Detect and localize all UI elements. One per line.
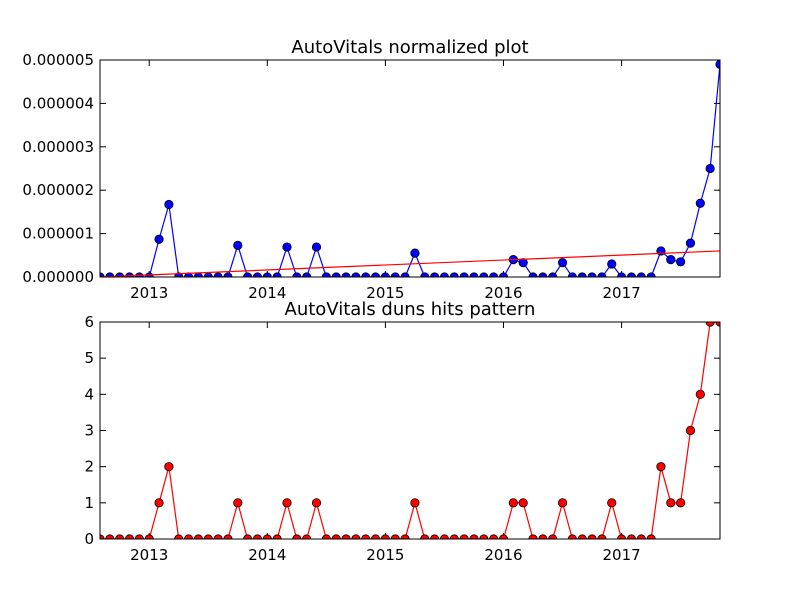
bottom-data-point: [607, 498, 617, 508]
top-trend-line: [100, 250, 720, 277]
top-data-point: [705, 163, 715, 174]
top-x-tick-label: 2017: [602, 284, 640, 302]
bottom-data-point: [685, 425, 696, 436]
bottom-axes-frame: [99, 321, 721, 540]
bottom-chart-title: AutoVitals duns hits pattern: [285, 299, 536, 320]
bottom-x-tick-label: 2014: [248, 546, 286, 564]
top-series-1: [100, 250, 720, 277]
top-data-point: [685, 238, 696, 248]
bottom-data-point: [705, 322, 715, 327]
bottom-data-point: [695, 389, 705, 399]
top-data-point: [311, 242, 322, 252]
bottom-y-tick-label: 5: [84, 349, 94, 367]
bottom-series-line: [100, 322, 720, 539]
bottom-x-tick-label: 2013: [130, 546, 168, 564]
top-data-point: [666, 255, 676, 265]
top-y-tick-label: 0.000004: [22, 94, 94, 112]
top-x-tick-label: 2015: [366, 284, 404, 302]
bottom-data-point: [676, 498, 686, 508]
top-data-point: [607, 259, 617, 269]
top-data-point: [410, 248, 420, 258]
bottom-data-point: [508, 498, 518, 508]
bottom-data-point: [164, 462, 174, 472]
top-y-tick-label: 0.000001: [22, 225, 94, 243]
bottom-y-tick-label: 2: [84, 458, 94, 476]
bottom-x-tick-label: 2015: [366, 546, 404, 564]
top-panel: AutoVitals normalized plot 0.000000 0.000…: [22, 37, 721, 302]
top-x-tick-label: 2016: [484, 284, 522, 302]
top-axes-frame: [99, 59, 721, 278]
bottom-x-tick-label: 2016: [484, 546, 522, 564]
top-x-tick-label: 2014: [248, 284, 286, 302]
top-data-point: [695, 198, 705, 208]
bottom-y-tick-label: 0: [84, 530, 94, 548]
bottom-data-point: [518, 498, 528, 508]
top-y-tick-label: 0.000000: [22, 268, 94, 286]
top-data-point: [164, 199, 174, 210]
top-data-point: [282, 242, 292, 252]
top-data-point: [518, 258, 528, 268]
bottom-data-point: [410, 498, 420, 508]
top-x-tick-label: 2013: [130, 284, 168, 302]
bottom-y-tick-label: 1: [84, 494, 94, 512]
bottom-data-point: [557, 498, 568, 508]
top-data-point: [676, 257, 686, 267]
bottom-data-point: [233, 498, 243, 508]
top-data-point: [233, 240, 243, 250]
top-series-0: [100, 60, 720, 277]
bottom-data-point: [311, 498, 322, 508]
bottom-y-tick-label: 3: [84, 422, 94, 440]
top-y-tick-label: 0.000003: [22, 138, 94, 156]
bottom-series-0: [100, 322, 720, 539]
bottom-data-point: [656, 462, 666, 472]
top-series-line: [100, 64, 720, 277]
top-y-tick-label: 0.000005: [22, 51, 94, 69]
bottom-y-tick-label: 4: [84, 385, 94, 403]
bottom-y-tick-label: 6: [84, 313, 94, 331]
top-y-tick-label: 0.000002: [22, 181, 94, 199]
bottom-x-tick-label: 2017: [602, 546, 640, 564]
bottom-panel: AutoVitals duns hits pattern 0 1 2 3 4 5 6 2013…: [84, 299, 721, 564]
top-chart-title: AutoVitals normalized plot: [291, 37, 528, 58]
bottom-data-point: [154, 498, 164, 508]
top-data-point: [154, 234, 164, 244]
top-data-point: [557, 258, 568, 268]
bottom-data-point: [666, 498, 676, 508]
bottom-data-point: [282, 498, 292, 508]
